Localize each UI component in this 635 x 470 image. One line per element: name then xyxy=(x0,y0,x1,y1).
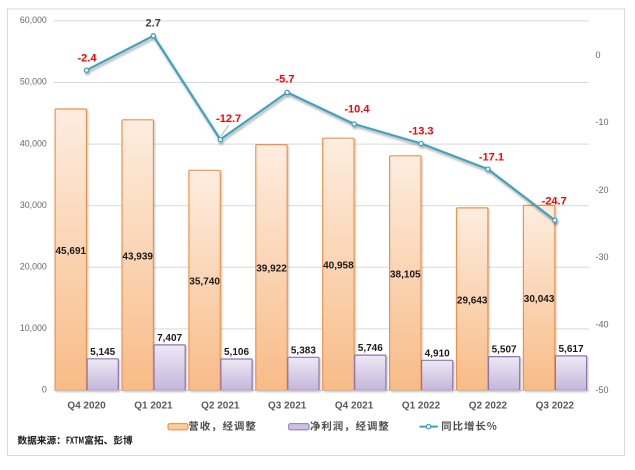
svg-text:Q2 2021: Q2 2021 xyxy=(201,401,240,412)
svg-text:20,000: 20,000 xyxy=(20,262,47,272)
svg-text:10,000: 10,000 xyxy=(20,323,47,333)
svg-text:5,507: 5,507 xyxy=(492,345,517,356)
svg-text:-13.3: -13.3 xyxy=(408,125,433,137)
svg-text:-20: -20 xyxy=(596,185,609,195)
svg-text:Q4 2021: Q4 2021 xyxy=(335,401,374,412)
svg-text:-24.7: -24.7 xyxy=(542,196,567,208)
svg-text:0: 0 xyxy=(596,50,601,60)
svg-text:30,043: 30,043 xyxy=(524,294,555,305)
svg-text:-30: -30 xyxy=(596,252,609,262)
svg-text:Q3 2022: Q3 2022 xyxy=(536,401,575,412)
svg-text:35,740: 35,740 xyxy=(189,277,220,288)
svg-text:5,106: 5,106 xyxy=(224,347,249,358)
svg-text:45,691: 45,691 xyxy=(56,246,87,257)
svg-text:Q1 2022: Q1 2022 xyxy=(402,401,441,412)
svg-text:-2.4: -2.4 xyxy=(78,53,98,65)
svg-text:-17.1: -17.1 xyxy=(479,152,504,164)
svg-text:40,000: 40,000 xyxy=(20,138,47,148)
svg-text:Q1 2021: Q1 2021 xyxy=(134,401,173,412)
svg-text:Q4 2020: Q4 2020 xyxy=(67,401,106,412)
svg-text:29,643: 29,643 xyxy=(457,295,488,306)
svg-text:2.7: 2.7 xyxy=(146,18,161,30)
svg-text:60,000: 60,000 xyxy=(20,15,47,25)
svg-text:5,145: 5,145 xyxy=(90,347,115,358)
svg-text:Q2 2022: Q2 2022 xyxy=(469,401,508,412)
svg-text:30,000: 30,000 xyxy=(20,200,47,210)
svg-text:-10: -10 xyxy=(596,117,609,127)
svg-text:4,910: 4,910 xyxy=(425,348,450,359)
svg-text:-12.7: -12.7 xyxy=(216,113,241,125)
svg-text:5,746: 5,746 xyxy=(358,343,383,354)
svg-text:38,105: 38,105 xyxy=(390,269,421,280)
svg-text:-10.4: -10.4 xyxy=(344,103,370,115)
svg-text:0: 0 xyxy=(42,385,47,395)
svg-text:39,922: 39,922 xyxy=(256,264,287,275)
svg-text:-40: -40 xyxy=(596,320,609,330)
svg-text:5,617: 5,617 xyxy=(558,344,583,355)
svg-text:50,000: 50,000 xyxy=(20,77,47,87)
svg-text:40,958: 40,958 xyxy=(323,261,354,272)
svg-text:5,383: 5,383 xyxy=(291,345,316,356)
svg-text:Q3 2021: Q3 2021 xyxy=(268,401,307,412)
svg-text:-5.7: -5.7 xyxy=(276,74,295,86)
svg-text:7,407: 7,407 xyxy=(157,333,182,344)
svg-text:-50: -50 xyxy=(596,385,609,395)
svg-text:43,939: 43,939 xyxy=(122,251,153,262)
